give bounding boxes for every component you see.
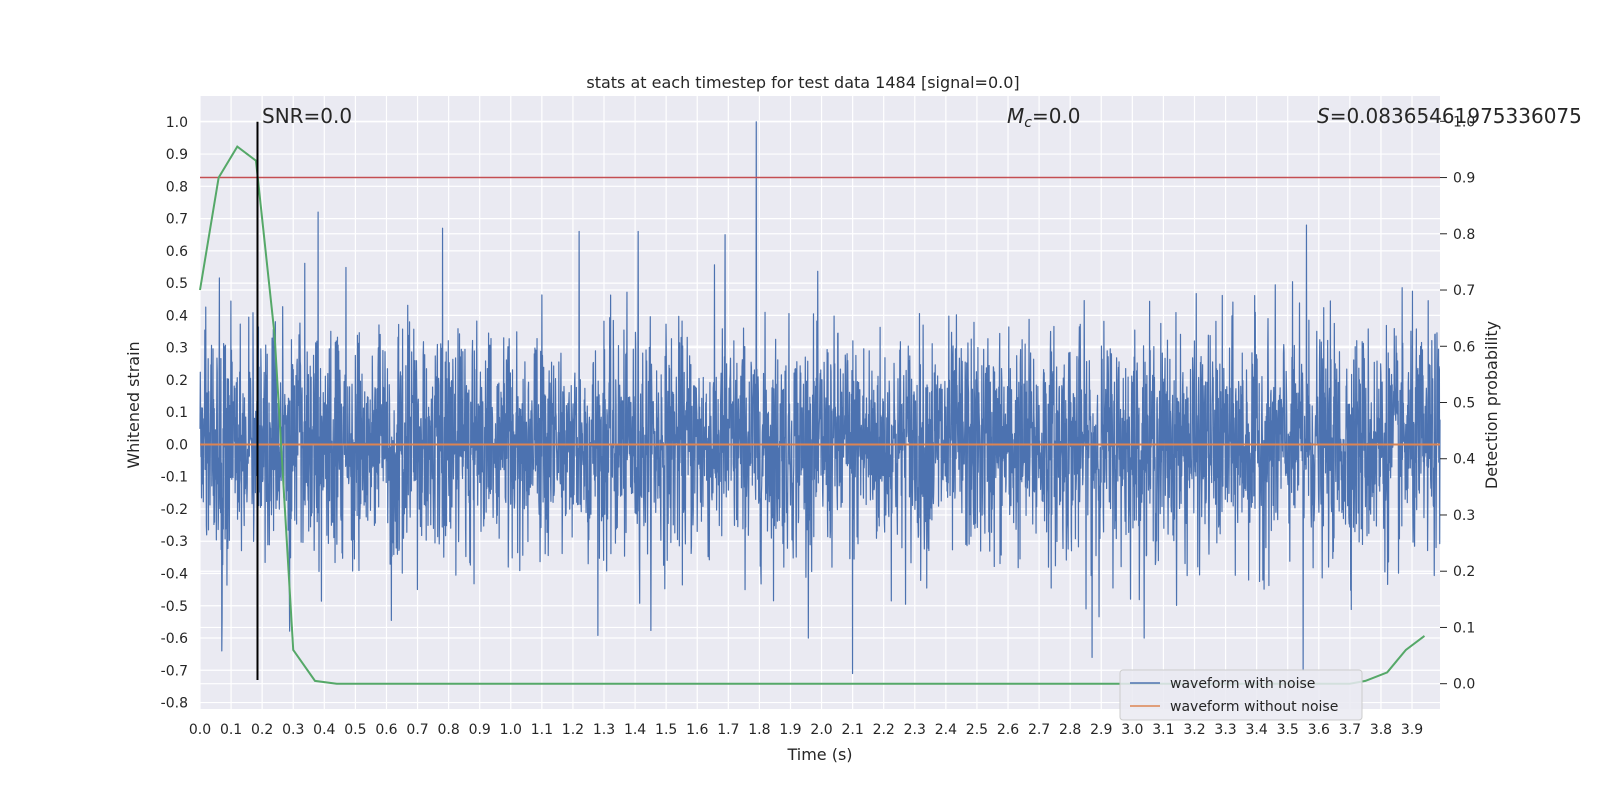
x-tick-label: 0.2 xyxy=(251,722,273,738)
annotation-mc: Mc=0.0 xyxy=(1007,104,1081,131)
y-right-tick-label: 0.9 xyxy=(1453,171,1475,187)
y-axis-right-label: Detection probability xyxy=(1482,321,1501,489)
x-tick-label: 1.3 xyxy=(593,722,615,738)
x-tick-label: 2.1 xyxy=(841,722,863,738)
legend-label-clean: waveform without noise xyxy=(1170,699,1338,715)
x-tick-label: 2.5 xyxy=(966,722,988,738)
x-tick-label: 0.1 xyxy=(220,722,242,738)
y-left-tick-label: 0.2 xyxy=(166,373,188,389)
x-tick-label: 0.8 xyxy=(437,722,459,738)
waveform-with-noise-line xyxy=(199,121,1441,675)
x-tick-label: 1.8 xyxy=(748,722,770,738)
y-left-tick-label: 0.8 xyxy=(166,179,188,195)
y-right-tick-label: 0.5 xyxy=(1453,396,1475,412)
x-tick-label: 3.6 xyxy=(1308,722,1330,738)
y-left-tick-label: -0.4 xyxy=(161,566,188,582)
x-tick-label: 0.3 xyxy=(282,722,304,738)
annotation-s: S=0.08365461975336075 xyxy=(1317,104,1582,128)
x-tick-label: 3.5 xyxy=(1277,722,1299,738)
y-right-tick-label: 1.0 xyxy=(1453,114,1475,130)
y-left-tick-label: 0.7 xyxy=(166,212,188,228)
x-tick-label: 3.4 xyxy=(1246,722,1268,738)
y-left-tick-label: 0.0 xyxy=(166,437,188,453)
x-tick-label: 3.9 xyxy=(1401,722,1423,738)
x-tick-label: 2.3 xyxy=(904,722,926,738)
x-tick-label: 1.4 xyxy=(624,722,646,738)
y-right-tick-label: 0.6 xyxy=(1453,339,1475,355)
y-axis-right-ticks: 0.0 0.1 0.2 0.3 0.4 0.5 0.6 0.7 0.8 0.9 1.0 xyxy=(1440,114,1475,693)
y-right-tick-label: 0.0 xyxy=(1453,677,1475,693)
annotation-mc-symbol: M xyxy=(1007,104,1024,128)
y-left-tick-label: 0.5 xyxy=(166,276,188,292)
y-right-tick-label: 0.4 xyxy=(1453,452,1475,468)
y-left-tick-label: 0.6 xyxy=(166,244,188,260)
series-waveform-with-noise xyxy=(199,121,1441,675)
detection-probability-line xyxy=(199,145,1426,685)
y-left-tick-label: -0.8 xyxy=(161,696,188,712)
x-tick-label: 2.6 xyxy=(997,722,1019,738)
x-tick-label: 0.7 xyxy=(406,722,428,738)
x-tick-label: 3.0 xyxy=(1121,722,1143,738)
y-right-tick-label: 0.3 xyxy=(1453,508,1475,524)
x-tick-label: 0.6 xyxy=(375,722,397,738)
x-axis-label: Time (s) xyxy=(786,745,852,764)
series-lines xyxy=(199,121,1440,685)
x-tick-label: 3.8 xyxy=(1370,722,1392,738)
chart-title: stats at each timestep for test data 148… xyxy=(586,73,1019,92)
x-tick-label: 0.0 xyxy=(189,722,211,738)
annotation-snr: SNR=0.0 xyxy=(262,104,352,128)
x-tick-label: 3.1 xyxy=(1152,722,1174,738)
x-tick-label: 2.9 xyxy=(1090,722,1112,738)
y-right-tick-label: 0.7 xyxy=(1453,283,1475,299)
y-left-tick-label: 0.3 xyxy=(166,341,188,357)
x-tick-label: 1.1 xyxy=(531,722,553,738)
y-right-tick-label: 0.1 xyxy=(1453,620,1475,636)
y-left-tick-label: 0.9 xyxy=(166,147,188,163)
y-left-tick-label: 0.1 xyxy=(166,405,188,421)
x-tick-label: 3.7 xyxy=(1339,722,1361,738)
x-tick-label: 2.0 xyxy=(810,722,832,738)
x-tick-label: 1.9 xyxy=(779,722,801,738)
x-tick-label: 2.8 xyxy=(1059,722,1081,738)
y-right-tick-label: 0.2 xyxy=(1453,564,1475,580)
annotation-s-symbol: S xyxy=(1317,104,1330,128)
x-tick-label: 1.0 xyxy=(500,722,522,738)
x-tick-label: 1.7 xyxy=(717,722,739,738)
y-left-tick-label: -0.2 xyxy=(161,502,188,518)
y-left-tick-label: -0.5 xyxy=(161,599,188,615)
annotation-mc-value: =0.0 xyxy=(1032,104,1081,128)
x-axis-ticks: 0.0 0.1 0.2 0.3 0.4 0.5 0.6 0.7 0.8 0.9 1.0 1.1 1.2 1… xyxy=(189,722,1423,738)
x-tick-label: 0.4 xyxy=(313,722,335,738)
legend-box xyxy=(1119,669,1363,721)
x-tick-label: 2.7 xyxy=(1028,722,1050,738)
x-tick-label: 1.5 xyxy=(655,722,677,738)
x-tick-label: 1.6 xyxy=(686,722,708,738)
y-axis-left-ticks: -0.8 -0.7 -0.6 -0.5 -0.4 -0.3 -0.2 -0.1 0.0 0.1 0.… xyxy=(161,115,188,712)
legend: waveform with noise waveform without noi… xyxy=(1119,669,1363,721)
y-left-tick-label: -0.6 xyxy=(161,631,188,647)
y-left-tick-label: -0.7 xyxy=(161,663,188,679)
legend-label-noise: waveform with noise xyxy=(1170,676,1315,692)
x-tick-label: 2.4 xyxy=(935,722,957,738)
y-left-tick-label: 1.0 xyxy=(166,115,188,131)
x-tick-label: 2.2 xyxy=(873,722,895,738)
x-tick-label: 0.5 xyxy=(344,722,366,738)
annotation-s-value: =0.08365461975336075 xyxy=(1330,104,1582,128)
y-left-tick-label: -0.3 xyxy=(161,534,188,550)
annotation-mc-sub: c xyxy=(1024,115,1032,131)
y-axis-left-label: Whitened strain xyxy=(124,341,143,468)
x-tick-label: 3.3 xyxy=(1214,722,1236,738)
y-right-tick-label: 0.8 xyxy=(1453,227,1475,243)
x-tick-label: 3.2 xyxy=(1183,722,1205,738)
y-left-tick-label: 0.4 xyxy=(166,308,188,324)
y-left-tick-label: -0.1 xyxy=(161,470,188,486)
x-tick-label: 0.9 xyxy=(469,722,491,738)
x-tick-label: 1.2 xyxy=(562,722,584,738)
